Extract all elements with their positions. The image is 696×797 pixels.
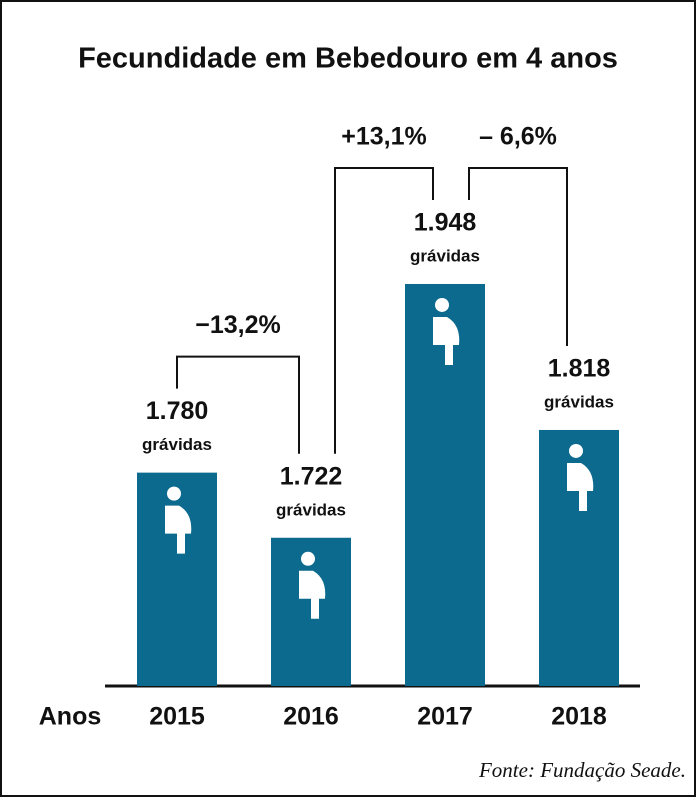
x-tick-label: 2017 <box>417 703 473 731</box>
pregnant-icon <box>165 486 192 554</box>
x-tick-label: 2015 <box>149 703 205 731</box>
value-label: 1.818 <box>548 355 611 383</box>
source: Fonte: Fundação Seade. <box>478 758 686 782</box>
change-annotation: +13,1% <box>341 123 427 151</box>
icon-head <box>301 551 315 566</box>
bracket <box>334 166 434 454</box>
bar <box>137 472 217 686</box>
pregnant-icon <box>567 443 594 511</box>
change-annotation: – 6,6% <box>479 123 557 151</box>
value-label: 1.780 <box>146 397 209 425</box>
x-tick-label: 2018 <box>551 703 607 731</box>
value-unit: grávidas <box>544 392 614 411</box>
chart-title: Fecundidade em Bebedouro em 4 anos <box>78 43 618 75</box>
change-annotation: −13,2% <box>195 311 281 339</box>
bracket <box>468 166 568 346</box>
x-axis-label: Anos <box>39 703 102 731</box>
x-tick-label: 2016 <box>283 703 339 731</box>
icon-head <box>435 297 449 312</box>
icon-body <box>165 505 192 554</box>
icon-body <box>299 570 326 619</box>
pregnant-icon <box>299 551 326 619</box>
icon-head <box>569 443 583 458</box>
value-unit: grávidas <box>142 435 212 454</box>
value-unit: grávidas <box>410 246 480 265</box>
icon-head <box>167 486 181 501</box>
bracket <box>176 355 300 454</box>
value-label: 1.948 <box>414 209 477 237</box>
icon-body <box>567 462 594 511</box>
value-label: 1.722 <box>280 462 343 490</box>
icon-body <box>433 316 460 365</box>
pregnant-icon <box>433 297 460 365</box>
value-unit: grávidas <box>276 500 346 519</box>
